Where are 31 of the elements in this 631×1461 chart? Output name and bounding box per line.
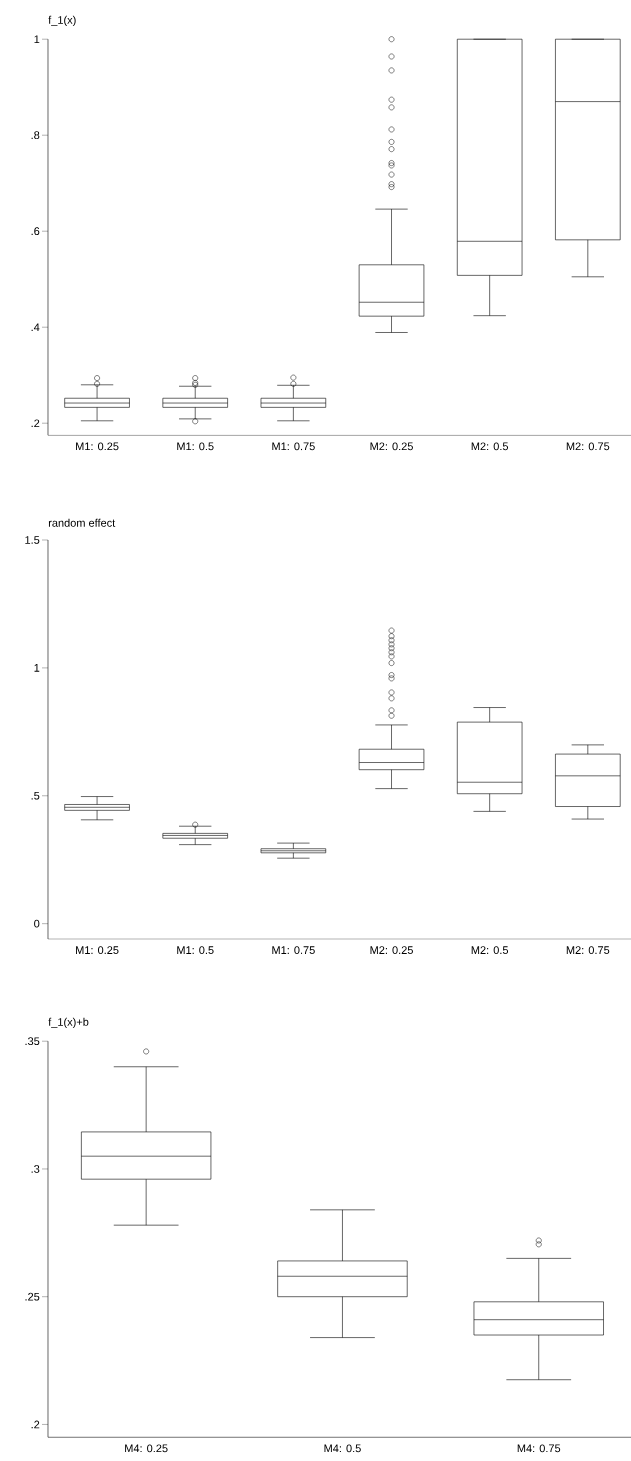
x-tick-label: M2: 0.25 — [370, 946, 413, 954]
y-tick-label: .4 — [31, 323, 40, 331]
x-tick-label: M2: 0.75 — [566, 442, 610, 451]
y-axis-title: f_1(x) — [48, 15, 76, 26]
x-tick-label: M2: 0.75 — [566, 946, 610, 954]
y-tick-label: 1.5 — [25, 536, 40, 544]
x-tick-label: M2: 0.25 — [370, 442, 413, 451]
x-tick-label: M1: 0.25 — [75, 442, 119, 451]
y-tick-label: 0 — [33, 919, 40, 928]
x-tick-label: M4: 0.75 — [517, 1444, 561, 1453]
x-tick-label: M4: 0.25 — [125, 1444, 168, 1453]
y-tick-label: .6 — [31, 227, 40, 236]
y-tick-label: .3 — [31, 1165, 40, 1173]
x-tick-label: M1: 0.25 — [75, 946, 119, 954]
x-tick-label: M1: 0.75 — [272, 442, 315, 451]
y-tick-label: .25 — [25, 1292, 40, 1301]
y-tick-label: .35 — [25, 1037, 40, 1046]
x-tick-label: M1: 0.5 — [177, 946, 214, 954]
y-tick-label: .2 — [31, 1420, 40, 1429]
x-tick-label: M2: 0.5 — [471, 442, 508, 451]
y-axis-title: f_1(x)+b — [48, 1017, 89, 1029]
x-tick-label: M1: 0.75 — [272, 946, 315, 954]
y-tick-label: .5 — [31, 791, 40, 800]
x-tick-label: M2: 0.5 — [471, 946, 508, 954]
x-tick-label: M4: 0.5 — [324, 1444, 361, 1453]
y-tick-label: .2 — [31, 419, 40, 428]
x-tick-label: M1: 0.5 — [177, 442, 214, 451]
y-tick-label: 1 — [34, 35, 40, 43]
y-axis-title: random effect — [48, 518, 116, 527]
y-tick-label: 1 — [34, 664, 40, 672]
y-tick-label: .8 — [31, 131, 40, 140]
